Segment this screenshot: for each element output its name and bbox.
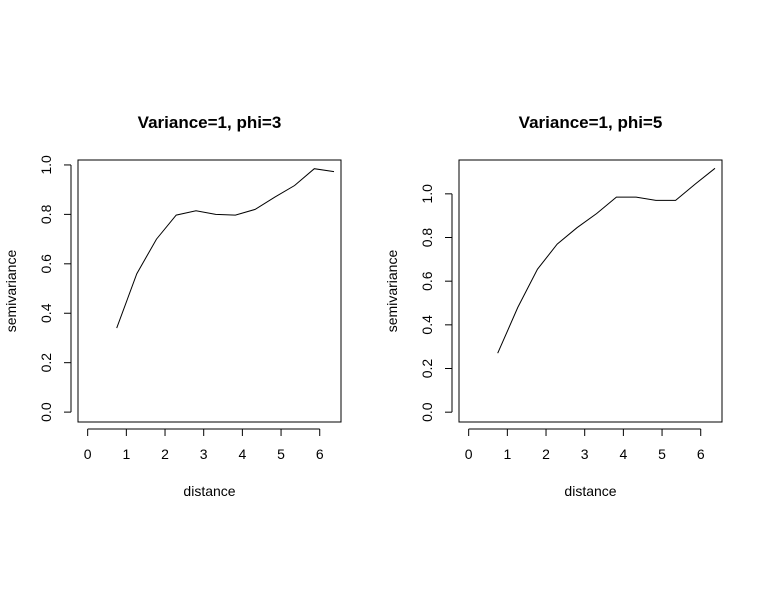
x-tick-label: 5 xyxy=(658,446,666,462)
x-tick-label: 6 xyxy=(316,446,324,462)
x-tick-label: 1 xyxy=(503,446,511,462)
y-tick-label: 0.4 xyxy=(419,315,435,335)
y-tick-label: 0.6 xyxy=(38,254,54,274)
x-axis-label: distance xyxy=(183,483,235,499)
y-tick-label: 0.4 xyxy=(38,303,54,323)
chart-title: Variance=1, phi=5 xyxy=(519,113,663,132)
x-tick-label: 2 xyxy=(161,446,169,462)
x-tick-label: 6 xyxy=(697,446,705,462)
left-plot-panel: Variance=1, phi=3 0 1 2 3 4 5 6 distance 0.0 0.2 0.… xyxy=(3,113,342,499)
plot-frame xyxy=(77,159,342,423)
y-tick-label: 0.6 xyxy=(419,271,435,291)
y-tick-label: 1.0 xyxy=(419,184,435,204)
x-tick-label: 0 xyxy=(465,446,473,462)
y-axis-label: semivariance xyxy=(3,250,19,333)
x-tick-label: 4 xyxy=(238,446,246,462)
x-tick-label: 1 xyxy=(122,446,130,462)
x-axis-label: distance xyxy=(564,483,616,499)
x-tick-label: 0 xyxy=(84,446,92,462)
y-tick-label: 0.2 xyxy=(38,353,54,373)
y-tick-label: 0.8 xyxy=(419,228,435,248)
chart-title: Variance=1, phi=3 xyxy=(138,113,282,132)
plot-frame xyxy=(458,159,723,423)
y-tick-label: 1.0 xyxy=(38,155,54,175)
y-tick-label: 0.8 xyxy=(38,204,54,224)
y-axis-label: semivariance xyxy=(384,250,400,333)
y-tick-label: 0.0 xyxy=(38,402,54,422)
semivariance-series-line xyxy=(497,167,716,354)
y-tick-label: 0.2 xyxy=(419,359,435,379)
x-tick-label: 5 xyxy=(277,446,285,462)
x-tick-label: 4 xyxy=(619,446,627,462)
x-tick-label: 3 xyxy=(581,446,589,462)
x-tick-label: 2 xyxy=(542,446,550,462)
y-tick-label: 0.0 xyxy=(419,402,435,422)
semivariance-series-line xyxy=(116,168,335,329)
right-plot-panel: Variance=1, phi=5 0 1 2 3 4 5 6 distance 0.0 0.2 0.… xyxy=(384,113,723,499)
x-tick-label: 3 xyxy=(200,446,208,462)
